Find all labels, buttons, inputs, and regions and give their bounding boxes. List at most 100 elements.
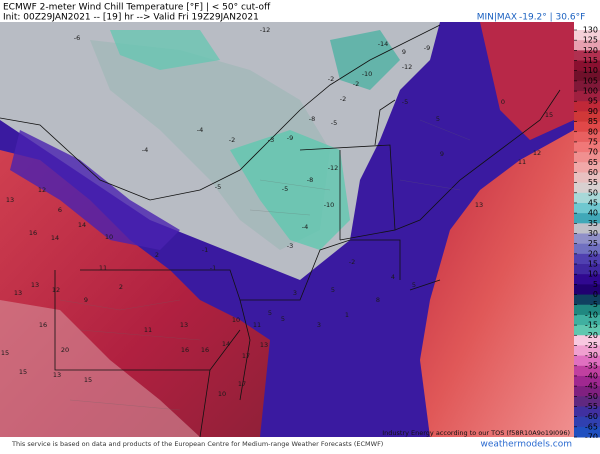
colorbar-segment <box>574 172 600 184</box>
map-value-label: 11 <box>518 158 526 166</box>
minmax-values: -19.2° | 30.6°F <box>519 13 585 23</box>
map-value-label: -1 <box>210 264 216 272</box>
map-value-label: 16 <box>181 346 189 354</box>
colorbar-label: -55 <box>585 402 598 411</box>
map-value-label: 5 <box>436 115 440 123</box>
map-value-label: 12 <box>52 286 60 294</box>
map-value-label: 13 <box>31 281 39 289</box>
colorbar-segment <box>574 111 600 123</box>
county-lines <box>59 119 471 411</box>
map-value-label: -5 <box>282 185 288 193</box>
colorbar-label: -45 <box>585 382 598 391</box>
map-value-label: -9 <box>424 44 430 52</box>
colorbar-segment <box>574 60 600 72</box>
colorbar-segment <box>574 213 600 224</box>
colorbar-label: 130 <box>583 26 598 35</box>
map-value-label: 14 <box>78 221 86 229</box>
colorbar-segment <box>574 91 600 102</box>
colorbar-segment <box>574 284 600 296</box>
colorbar-label: 95 <box>588 97 598 106</box>
map-value-label: 5 <box>331 286 335 294</box>
map-value-label: 5 <box>268 309 272 317</box>
map-value-label: -2 <box>328 75 334 83</box>
cold-patch <box>110 30 220 70</box>
map-value-label: 9 <box>84 296 88 304</box>
map-value-label: -2 <box>340 95 346 103</box>
map-value-label: -6 <box>74 34 80 42</box>
map-value-label: -12 <box>260 26 271 34</box>
colorbar-segment <box>574 243 600 255</box>
map-value-label: 1 <box>345 311 349 319</box>
colorbar-label: 90 <box>588 107 598 116</box>
map-value-label: -2 <box>353 80 359 88</box>
colorbar-label: 10 <box>588 270 598 279</box>
colorbar-label: 100 <box>583 87 598 96</box>
cold-patch <box>330 30 400 90</box>
map-value-label: 16 <box>39 321 47 329</box>
colorbar-label: 25 <box>588 239 598 248</box>
colorbar-label: -50 <box>585 392 598 401</box>
map-value-label: 16 <box>201 346 209 354</box>
site-link[interactable]: weathermodels.com <box>480 440 572 450</box>
colorbar-segment <box>574 121 600 133</box>
colorbar-segment <box>574 141 600 153</box>
map-value-label: -4 <box>142 146 148 154</box>
map-value-label: -10 <box>362 70 373 78</box>
colorbar-segment <box>574 264 600 275</box>
colorbar-label: -70 <box>585 433 598 442</box>
map-value-label: 9 <box>440 150 444 158</box>
colorbar-label: -10 <box>585 310 598 319</box>
colorbar-segment <box>574 202 600 214</box>
colorbar-segment <box>574 426 600 438</box>
colorbar-label: 50 <box>588 188 598 197</box>
map-value-label: 10 <box>232 316 240 324</box>
colorbar-label: 110 <box>583 66 598 75</box>
colorbar-label: -40 <box>585 371 598 380</box>
map-value-label: 4 <box>391 273 395 281</box>
map-value-label: -5 <box>215 183 221 191</box>
colorbar-label: 75 <box>588 137 598 146</box>
northeast-warm <box>480 22 574 140</box>
tos-note: Industry Energy according to our TOS (f5… <box>382 429 570 437</box>
border-line <box>54 270 251 438</box>
colorbar-label: -25 <box>585 341 598 350</box>
colorbar-segment <box>574 40 600 51</box>
colorbar-label: 20 <box>588 249 598 258</box>
colorbar-label: 45 <box>588 198 598 207</box>
colorbar-segment <box>574 30 600 41</box>
map-value-label: -8 <box>307 176 313 184</box>
colorbar-segment <box>574 70 600 82</box>
colorbar-segment <box>574 325 600 336</box>
colorbar-label: 35 <box>588 219 598 228</box>
colorbar-label: 80 <box>588 127 598 136</box>
map-value-label: -5 <box>331 119 337 127</box>
colorbar-label: -5 <box>590 300 598 309</box>
header-bar <box>0 0 600 22</box>
map-value-label: -4 <box>302 223 308 231</box>
colorbar-segment <box>574 80 600 92</box>
colorbar-label: 115 <box>583 56 598 65</box>
colorbar-label: 0 <box>593 290 598 299</box>
colorbar-segment <box>574 294 600 306</box>
colorbar-label: 60 <box>588 168 598 177</box>
coldest-region <box>230 130 350 250</box>
map-value-label: -12 <box>328 164 339 172</box>
map-value-label: 12 <box>533 149 541 157</box>
map-value-label: 13 <box>53 371 61 379</box>
colorbar-segment <box>574 192 600 204</box>
map-value-label: 20 <box>61 346 69 354</box>
colorbar-segment <box>574 131 600 143</box>
map-value-label: 17 <box>238 380 246 388</box>
map-value-label: 11 <box>144 326 152 334</box>
colorbar-label: -20 <box>585 331 598 340</box>
map-value-label: -1 <box>202 246 208 254</box>
map-value-label: -2 <box>349 258 355 266</box>
title: ECMWF 2-meter Wind Chill Temperature [°F… <box>3 3 271 13</box>
colorbar-label: 30 <box>588 229 598 238</box>
map-value-label: -3 <box>268 136 274 144</box>
chill-band <box>10 130 180 250</box>
mild-region <box>0 300 200 437</box>
map-value-label: 9 <box>402 48 406 56</box>
map-value-label: 13 <box>260 341 268 349</box>
map-value-label: 14 <box>222 340 230 348</box>
